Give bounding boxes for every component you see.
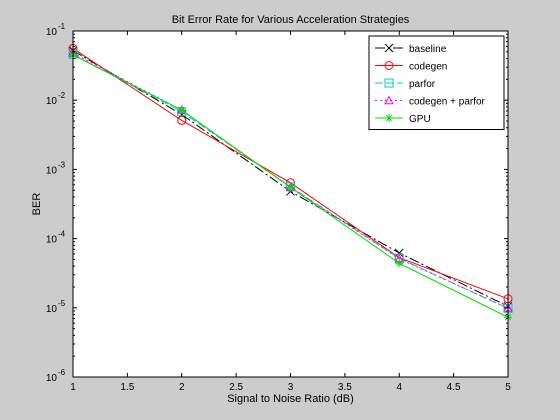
legend-item: codegen + parfor: [375, 95, 486, 108]
y-tick-exponent: -3: [58, 160, 66, 169]
y-axis-label: BER: [31, 193, 43, 216]
y-tick-label: 10: [46, 373, 58, 384]
y-tick-label: 10: [46, 235, 58, 246]
x-axis-ticks: 1 1.5 2 2.5 3 3.5 4 4.5 5: [70, 31, 511, 393]
legend-label: parfor: [409, 79, 436, 90]
x-axis-label: Signal to Noise Ratio (dB): [227, 393, 354, 405]
x-tick-label: 3: [288, 382, 294, 393]
y-tick-exponent: -2: [58, 91, 66, 100]
x-tick-label: 1: [70, 382, 76, 393]
x-tick-label: 3.5: [338, 382, 352, 393]
data-point: [177, 106, 186, 115]
x-tick-label: 4.5: [447, 382, 461, 393]
data-point: [286, 183, 295, 192]
series-gpu: [69, 50, 512, 322]
legend-marker: [384, 95, 394, 105]
data-point: [395, 259, 404, 268]
y-tick-label: 10: [46, 165, 58, 176]
legend: baseline codegen parfor codegen + parfor GPU: [368, 35, 505, 130]
y-axis-ticks: 10-610-510-410-310-210-1: [46, 22, 508, 384]
legend-marker: [385, 114, 393, 122]
legend-label: codegen + parfor: [409, 97, 486, 108]
legend-marker: [384, 78, 394, 88]
x-tick-label: 2.5: [229, 382, 243, 393]
legend-item: baseline: [375, 43, 447, 55]
x-tick-label: 1.5: [120, 382, 134, 393]
y-tick-label: 10: [46, 27, 58, 38]
y-tick-exponent: -4: [58, 230, 66, 239]
legend-label: baseline: [409, 44, 447, 55]
legend-marker: [384, 61, 394, 70]
axes-frame: [72, 30, 509, 378]
x-tick-label: 2: [179, 382, 185, 393]
legend-item: GPU: [375, 114, 431, 125]
y-tick-label: 10: [46, 304, 58, 315]
chart-title: Bit Error Rate for Various Acceleration …: [172, 14, 410, 26]
legend-item: parfor: [375, 78, 436, 90]
legend-marker: [384, 43, 394, 53]
y-tick-exponent: -5: [58, 299, 66, 308]
y-tick-exponent: -6: [58, 368, 66, 377]
x-tick-label: 4: [396, 382, 402, 393]
y-tick-exponent: -1: [58, 22, 66, 31]
y-tick-label: 10: [46, 96, 58, 107]
legend-label: codegen: [409, 62, 447, 73]
x-tick-label: 5: [505, 382, 511, 393]
legend-item: codegen: [375, 61, 447, 73]
legend-label: GPU: [409, 114, 431, 125]
data-point: [177, 115, 187, 125]
